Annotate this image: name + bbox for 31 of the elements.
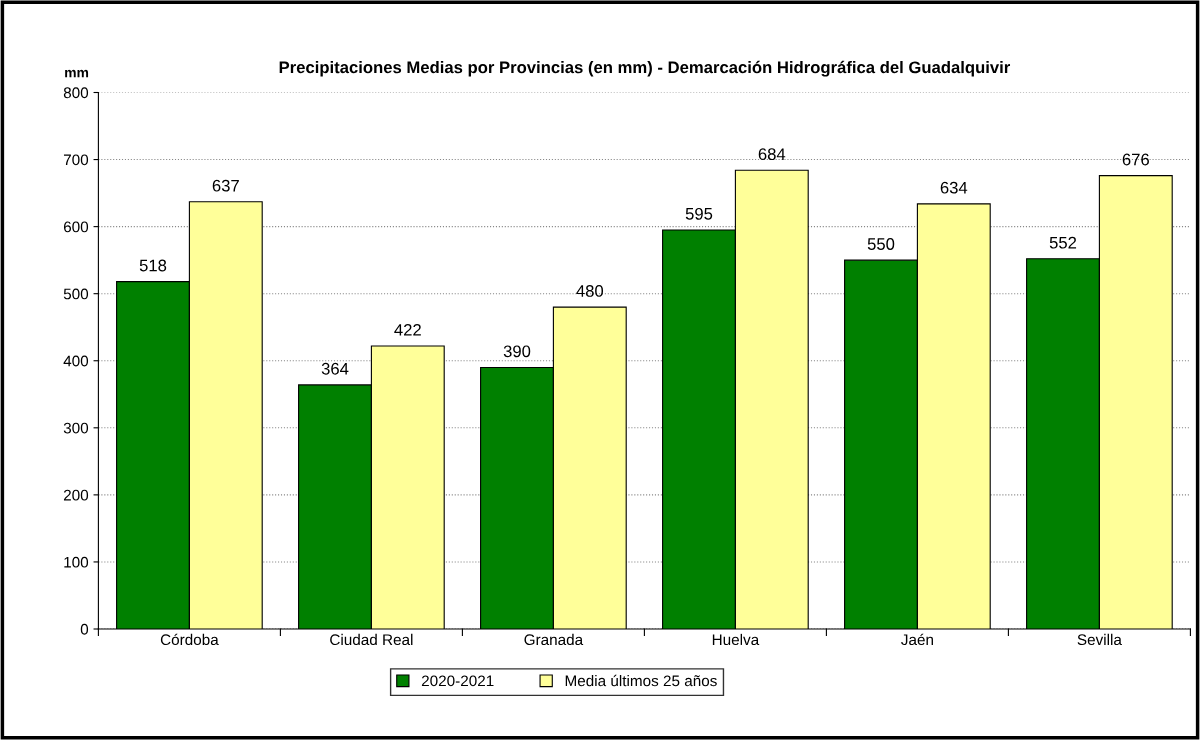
y-tick-label: 300 (63, 422, 89, 434)
y-tick-label: 800 (63, 87, 89, 99)
data-label: 550 (867, 238, 895, 250)
x-tick-label: Jaén (901, 633, 933, 646)
y-tick-label: 500 (63, 288, 89, 300)
data-label: 480 (576, 285, 604, 297)
data-label: 637 (212, 179, 239, 192)
data-label: 390 (503, 345, 531, 358)
y-tick-label: 100 (64, 556, 89, 568)
data-label: 518 (139, 259, 167, 272)
y-tick-label: 200 (63, 489, 89, 501)
data-label: 552 (1049, 236, 1077, 249)
data-label: 364 (321, 362, 349, 375)
data-label: 684 (758, 148, 786, 161)
x-tick-label: Ciudad Real (330, 633, 413, 646)
x-tick-label: Huelva (712, 633, 760, 646)
legend-label: Media últimos 25 años (565, 674, 717, 687)
data-label: 676 (1122, 153, 1149, 166)
chart-title: Precipitaciones Medias por Provincias (en mm) - Demarcación Hidrográfica del Guadalquivir (279, 60, 1011, 77)
data-label: 634 (940, 181, 968, 194)
y-tick-label: 0 (80, 623, 89, 635)
x-tick-label: Sevilla (1077, 633, 1122, 646)
x-tick-label: Granada (524, 633, 584, 646)
legend-label: 2020-2021 (421, 675, 494, 687)
data-label: 422 (394, 323, 421, 336)
y-axis-title: mm (65, 69, 89, 78)
x-tick-label: Córdoba (160, 633, 219, 646)
data-label: 595 (685, 207, 713, 220)
y-tick-label: 700 (63, 154, 89, 166)
y-tick-label: 400 (63, 355, 89, 367)
y-tick-label: 600 (63, 221, 89, 233)
